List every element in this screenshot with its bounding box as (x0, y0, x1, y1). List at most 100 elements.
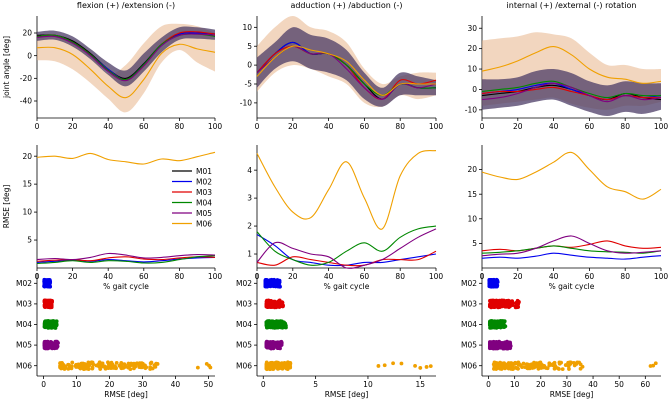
panel-c3-category-label: M05 (461, 341, 477, 350)
panel-c3-point (491, 346, 496, 351)
panel-c3-point (557, 361, 562, 366)
panel-a1-y-label: joint angle [deg] (2, 36, 11, 99)
panel-c3-point (493, 364, 498, 369)
panel-a2-x-tick-label: 40 (324, 122, 334, 131)
panel-c3-point (521, 361, 526, 366)
panel-b1-y-tick-label: 15 (22, 180, 32, 189)
panel-b1-y-tick-label: 10 (22, 208, 32, 217)
panel-c2-x-tick-label: 15 (416, 380, 426, 389)
panel-a1-y-tick-label: -40 (20, 97, 32, 106)
panel-a1-y-tick-label: 0 (27, 51, 32, 60)
panel-c1-point (47, 278, 52, 282)
panel-c1-point (44, 340, 48, 344)
panel-a1-x-tick-label: 100 (208, 122, 223, 131)
panel-c1-point (135, 361, 140, 366)
panel-c3-point (563, 363, 568, 367)
panel-b2-x-tick-label: 100 (429, 272, 444, 281)
panel-c3-point (491, 298, 496, 303)
panel-c3-point (506, 340, 511, 345)
panel-c2-outlier-point (399, 361, 404, 366)
panel-c3-x-tick-label: 0 (486, 380, 491, 389)
panel-a2-x-tick-label: 60 (360, 122, 370, 131)
panel-a1-x-tick-label: 80 (175, 122, 185, 131)
panel-c3-point (497, 323, 502, 328)
panel-b2-y-tick-label: 4 (247, 166, 252, 175)
panel-c2-point (270, 319, 274, 324)
panel-c3-point (507, 304, 512, 309)
panel-c1-point (126, 365, 131, 370)
panel-b2-y-tick-label: 3 (247, 194, 252, 203)
panel-c2-point (277, 364, 282, 369)
panel-c3-point (489, 302, 493, 307)
panel-c1-outlier-point (208, 365, 213, 370)
panel-b2-y-tick-label: 1 (247, 250, 252, 259)
panel-c1-point (148, 367, 153, 371)
panel-c3-point (499, 361, 504, 366)
panel-b2-series-line (256, 225, 437, 266)
panel-b3-x-tick-label: 80 (620, 272, 630, 281)
panel-c1-point (46, 284, 51, 289)
panel-c3-point (526, 366, 530, 371)
panel-c1-point (90, 366, 95, 371)
panel-c2-point (279, 342, 284, 347)
panel-b1-x-label: % gait cycle (103, 282, 149, 291)
panel-b1-series-line (36, 255, 216, 265)
panel-c1-point (114, 360, 119, 365)
panel-c3-point (488, 319, 493, 324)
panel-c2-point (279, 322, 284, 327)
panel-c2-outlier-point (376, 364, 381, 368)
panel-c2-category-label: M04 (236, 320, 252, 329)
panel-c2-outlier-point (382, 363, 387, 368)
panel-c1-x-label: RMSE [deg] (104, 390, 148, 399)
panel-c3-point (492, 303, 496, 308)
panel-c2-outlier-point (391, 361, 395, 366)
panel-c1-point (109, 364, 114, 369)
panel-a2-x-tick-label: 80 (395, 122, 405, 131)
panel-a3-x-tick-label: 40 (549, 122, 559, 131)
panel-a1-x-tick-label: 40 (103, 122, 113, 131)
panel-c3-point (524, 362, 529, 367)
panel-c2-point (264, 321, 269, 326)
panel-c1-x-tick-label: 20 (105, 380, 115, 389)
panel-c3-point (550, 363, 555, 367)
panel-c1-point (49, 325, 54, 329)
panel-a3-y-tick-label: 30 (467, 24, 477, 33)
panel-c3-point (510, 364, 515, 369)
legend-label: M02 (196, 177, 212, 186)
panel-b2-x-tick-label: 60 (360, 272, 370, 281)
panel-c3-point (502, 325, 507, 330)
panel-b2-series-line (256, 250, 437, 267)
panel-c3-x-label: RMSE [deg] (550, 390, 594, 399)
panel-a3-x-tick-label: 20 (513, 122, 523, 131)
panel-c1-point (122, 362, 127, 367)
panel-c1-category-label: M04 (16, 320, 32, 329)
panel-c1-point (69, 366, 74, 371)
panel-c3-point (531, 363, 535, 368)
panel-c1-point (106, 366, 111, 371)
panel-c2-point (269, 341, 274, 346)
panel-c1-category-label: M02 (16, 279, 32, 288)
panel-c2-point (276, 319, 281, 324)
panel-c3-category-label: M03 (461, 300, 477, 309)
panel-a2-x-tick-label: 0 (255, 122, 260, 131)
panel-b3-x-tick-label: 100 (654, 272, 669, 281)
legend-label: M06 (196, 219, 212, 228)
panel-c3-x-tick-label: 20 (536, 380, 546, 389)
panel-b2-x-tick-label: 80 (395, 272, 405, 281)
panel-c3-point (487, 346, 492, 351)
panel-c1-point (51, 319, 56, 324)
panel-c1-point (106, 360, 110, 365)
panel-c3-x-tick-label: 30 (562, 380, 572, 389)
panel-a1-x-tick-label: 0 (35, 122, 40, 131)
panel-b2-x-label: % gait cycle (324, 282, 370, 291)
panel-c2-category-label: M06 (236, 361, 252, 370)
panel-c2-x-tick-label: 10 (363, 380, 373, 389)
panel-c2-point (264, 300, 269, 305)
panel-c2-point (273, 324, 278, 329)
panel-a1-x-tick-label: 20 (68, 122, 78, 131)
panel-c2-point (283, 323, 288, 328)
panel-b1-y-tick-label: 20 (22, 152, 32, 161)
panel-c3-point (578, 366, 583, 371)
panel-c3-outlier-point (651, 363, 656, 368)
panel-c1-point (137, 364, 141, 368)
